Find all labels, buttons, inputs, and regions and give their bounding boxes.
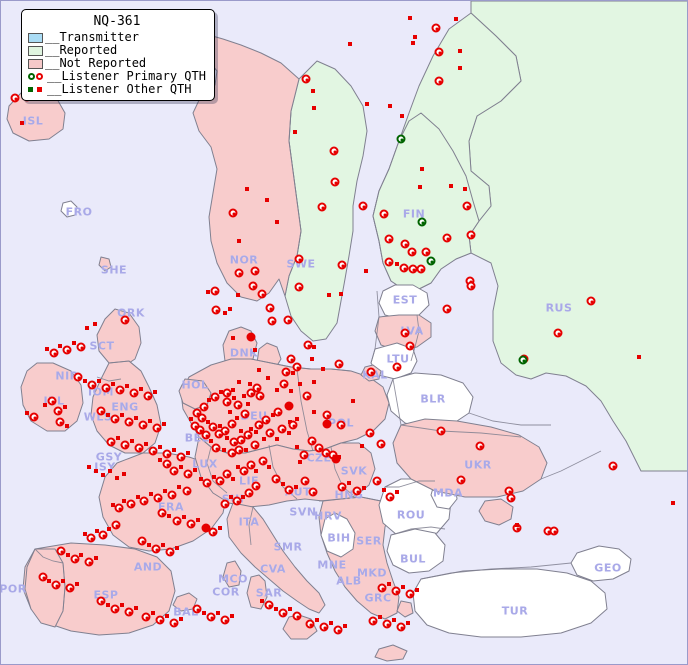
shape-crete: [374, 644, 408, 662]
legend-square-marker-icon: [28, 87, 33, 92]
legend-row-4: __Listener Other QTH: [28, 83, 206, 96]
legend-rows: __Transmitter __Reported __Not Reported __L…: [28, 31, 206, 96]
legend-row-3: __Listener Primary QTH: [28, 70, 206, 83]
legend-row-0: __Transmitter: [28, 31, 206, 44]
shape-blr: [386, 372, 474, 430]
shape-she: [98, 256, 112, 272]
shape-sar: [246, 574, 268, 610]
legend-panel: NQ-361 __Transmitter __Reported __Not Repo…: [21, 9, 215, 101]
shape-crimea: [478, 498, 514, 526]
shape-tur: [412, 568, 608, 638]
legend-swatch-icon: [28, 32, 43, 43]
shape-ita: [226, 502, 326, 614]
shape-sct: [96, 308, 142, 368]
legend-row-2: __Not Reported: [28, 57, 206, 70]
legend-square-marker-icon: [37, 87, 42, 92]
legend-circle-marker-icon: [36, 73, 43, 80]
shape-geo: [570, 545, 632, 582]
shape-ukr: [392, 418, 548, 498]
legend-swatch-icon: [28, 45, 43, 56]
shape-est: [378, 284, 430, 320]
legend-label: __Reported: [45, 43, 118, 57]
legend-label: __Transmitter: [45, 30, 139, 44]
legend-title: NQ-361: [93, 14, 141, 29]
legend-qth-circle-icon: [28, 71, 45, 82]
shape-bih: [320, 512, 356, 558]
shape-por: [24, 548, 66, 628]
shape-grc-isl: [396, 600, 414, 618]
legend-label: __Listener Primary QTH: [47, 69, 206, 83]
shape-cor: [222, 560, 242, 588]
shape-deu-pol: [180, 358, 390, 454]
legend-circle-marker-icon: [28, 73, 35, 80]
legend-label: __Listener Other QTH: [47, 82, 192, 96]
legend-swatch-icon: [28, 58, 43, 69]
legend-qth-square-icon: [28, 84, 45, 95]
shape-bul: [386, 528, 446, 574]
legend-label: __Not Reported: [45, 56, 147, 70]
shape-fro: [60, 200, 78, 218]
legend-row-1: __Reported: [28, 44, 206, 57]
